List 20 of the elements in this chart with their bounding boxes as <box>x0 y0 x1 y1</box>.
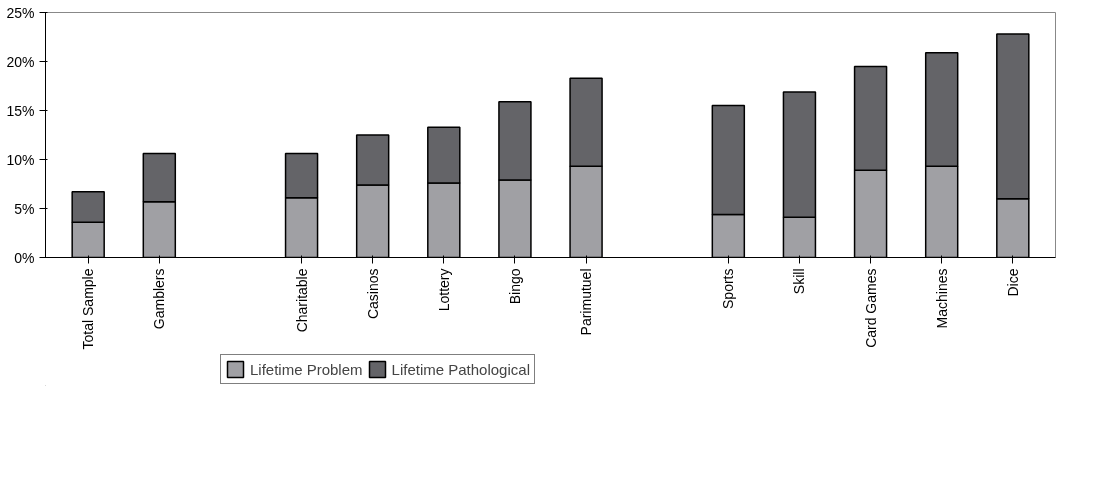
y-tick-label: 15% <box>6 102 35 119</box>
x-tick-label: Lottery <box>435 268 452 312</box>
y-tick-label: 5% <box>14 200 35 217</box>
x-tick-label: Bingo <box>506 268 523 305</box>
legend-label: Lifetime Pathological <box>391 360 530 378</box>
x-tick-label: Skill <box>791 268 808 295</box>
x-tick-label: Sports <box>720 268 737 309</box>
x-tick-label: Total Sample <box>80 268 97 350</box>
x-tick-label: Gamblers <box>151 268 168 330</box>
x-tick-label: Parimutuel <box>578 268 595 336</box>
legend-label: Lifetime Problem <box>250 360 363 378</box>
x-tick-label: Machines <box>933 268 950 329</box>
x-tick-label: Card Games <box>862 268 879 348</box>
y-tick-label: 20% <box>6 53 35 70</box>
y-tick-label: 0% <box>14 249 35 266</box>
x-tick-label: Casinos <box>364 268 381 320</box>
y-tick-label: 10% <box>6 151 35 168</box>
y-tick-label: 25% <box>6 4 35 21</box>
x-tick-label: Charitable <box>293 268 310 333</box>
x-tick-label: Dice <box>1004 268 1021 297</box>
